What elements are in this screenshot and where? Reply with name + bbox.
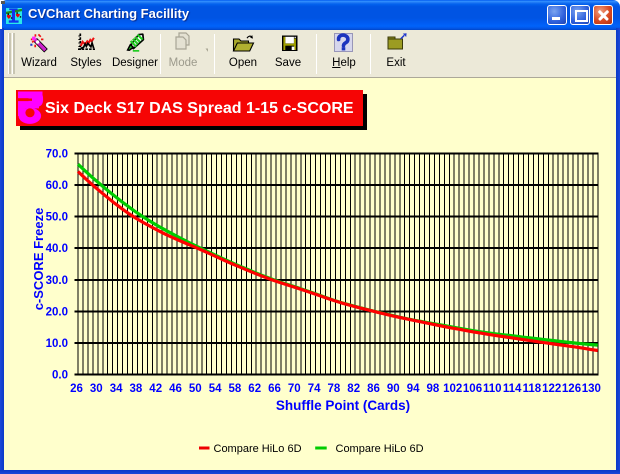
svg-text:58: 58 [229, 383, 242, 395]
svg-text:70.0: 70.0 [46, 149, 68, 161]
svg-text:20.0: 20.0 [46, 306, 68, 318]
svg-text:10.0: 10.0 [46, 338, 68, 350]
svg-text:122: 122 [542, 383, 561, 395]
svg-text:74: 74 [308, 383, 321, 395]
svg-text:40.0: 40.0 [46, 243, 68, 255]
svg-text:66: 66 [268, 383, 281, 395]
svg-text:Compare HiLo 6D: Compare HiLo 6D [214, 443, 302, 455]
svg-text:130: 130 [582, 383, 601, 395]
svg-text:106: 106 [463, 383, 482, 395]
svg-text:46: 46 [169, 383, 182, 395]
svg-text:Compare HiLo 6D: Compare HiLo 6D [336, 443, 424, 455]
svg-text:30: 30 [90, 383, 103, 395]
svg-text:Shuffle Point (Cards): Shuffle Point (Cards) [276, 398, 410, 413]
svg-text:118: 118 [523, 383, 542, 395]
svg-text:26: 26 [70, 383, 83, 395]
svg-text:60.0: 60.0 [46, 180, 68, 192]
svg-text:114: 114 [503, 383, 522, 395]
svg-text:70: 70 [288, 383, 301, 395]
svg-text:110: 110 [483, 383, 502, 395]
svg-text:30.0: 30.0 [46, 275, 68, 287]
svg-text:98: 98 [427, 383, 440, 395]
svg-text:62: 62 [248, 383, 261, 395]
svg-text:34: 34 [110, 383, 123, 395]
svg-text:0.0: 0.0 [52, 370, 68, 382]
svg-text:78: 78 [328, 383, 341, 395]
svg-text:126: 126 [562, 383, 581, 395]
svg-text:90: 90 [387, 383, 400, 395]
svg-text:54: 54 [209, 383, 222, 395]
svg-text:50: 50 [189, 383, 202, 395]
svg-text:86: 86 [367, 383, 380, 395]
svg-text:82: 82 [347, 383, 360, 395]
svg-text:42: 42 [149, 383, 162, 395]
svg-text:102: 102 [443, 383, 462, 395]
svg-text:94: 94 [407, 383, 420, 395]
svg-text:38: 38 [130, 383, 143, 395]
svg-text:50.0: 50.0 [46, 212, 68, 224]
svg-text:c-SCORE Freeze: c-SCORE Freeze [31, 208, 46, 311]
